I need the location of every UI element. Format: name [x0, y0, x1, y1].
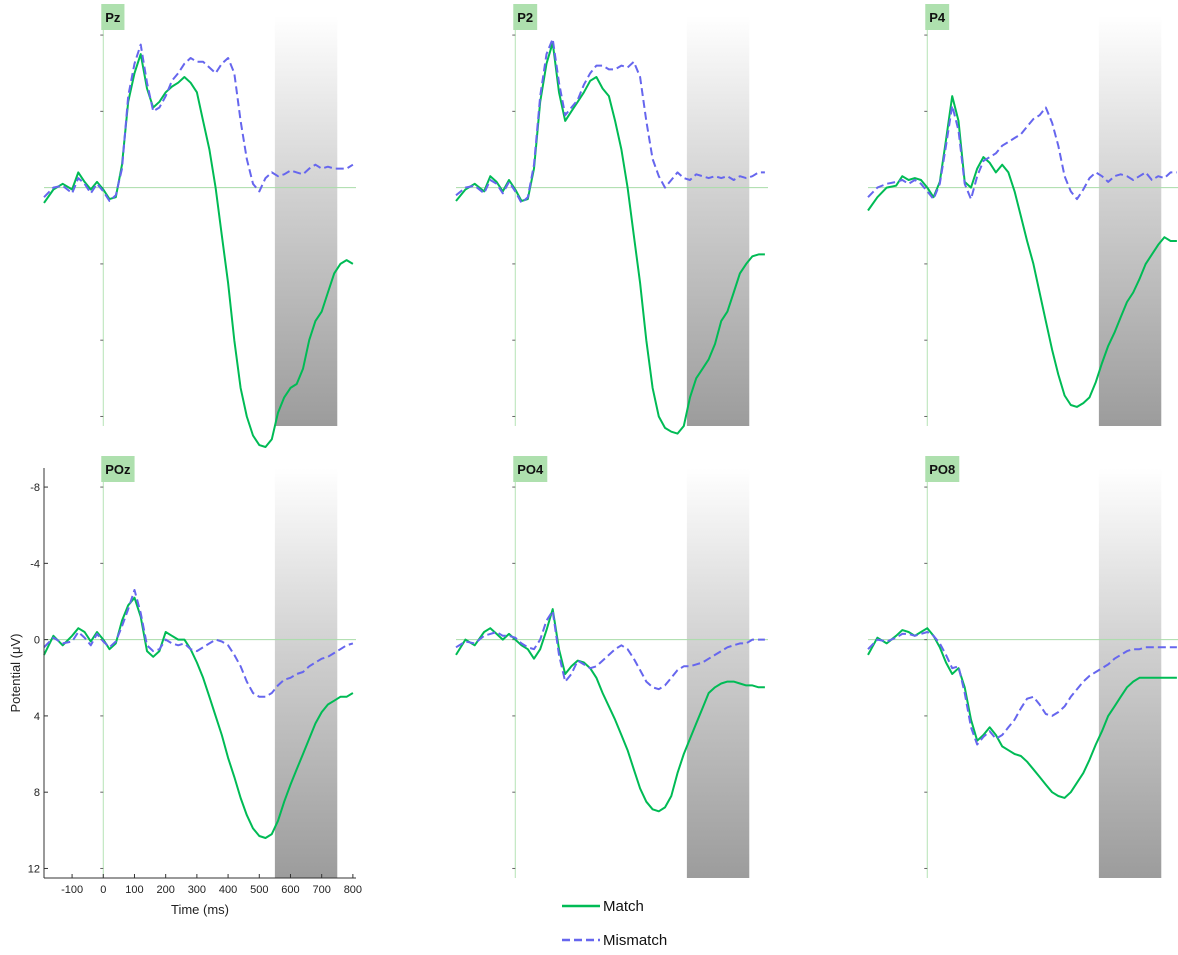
- y-tick-label: -4: [30, 558, 40, 570]
- panel-po4: PO4: [455, 456, 768, 878]
- channel-label: P4: [929, 10, 946, 25]
- channel-label-bg: [925, 4, 950, 30]
- analysis-window-shade: [686, 468, 750, 878]
- series-mismatch-line: [455, 610, 765, 691]
- analysis-window-shade: [274, 16, 338, 426]
- series-match-line: [43, 596, 354, 839]
- panel-po8: PO8: [867, 456, 1178, 878]
- channel-label: POz: [105, 462, 131, 477]
- y-axis-title: Potential (μV): [8, 633, 23, 712]
- x-tick-label: 400: [219, 884, 237, 896]
- analysis-window-shade: [686, 16, 750, 426]
- x-tick-label: 200: [157, 884, 175, 896]
- x-tick-label: 100: [125, 884, 143, 896]
- y-tick-label: 12: [28, 863, 40, 875]
- panel-p4: P4: [867, 4, 1178, 426]
- analysis-window-shade: [1098, 468, 1162, 878]
- panel-poz: POz: [43, 456, 356, 878]
- x-axis-title: Time (ms): [171, 902, 229, 917]
- series-match-line: [867, 95, 1177, 408]
- channel-label-bg: [101, 4, 125, 30]
- channel-label-bg: [101, 456, 135, 482]
- series-mismatch-line: [43, 589, 354, 698]
- channel-label: PO8: [929, 462, 955, 477]
- analysis-window-shade: [1098, 16, 1162, 426]
- panel-p2: P2: [455, 4, 768, 435]
- panel-pz: Pz: [43, 4, 356, 448]
- legend: Match Mismatch: [562, 898, 667, 949]
- series-match-line: [455, 41, 765, 435]
- channel-label: P2: [517, 10, 533, 25]
- x-tick-label: 600: [281, 884, 299, 896]
- y-tick-label: 4: [34, 711, 40, 723]
- axes-layer: -8 -4 0 4 8 12 -100 0 100 200 300 400 500 600 700 800 Ti…: [8, 468, 362, 917]
- series-mismatch-line: [43, 43, 354, 202]
- series-match-line: [455, 608, 765, 813]
- analysis-window-shade: [274, 468, 338, 878]
- series-mismatch-line: [455, 37, 765, 204]
- x-tick-label: -100: [61, 884, 83, 896]
- x-tick-label: 0: [100, 884, 106, 896]
- channel-label: PO4: [517, 462, 544, 477]
- series-match-line: [867, 627, 1177, 799]
- y-tick-label: -8: [30, 482, 40, 494]
- y-tick-label: 8: [34, 787, 40, 799]
- channel-label: Pz: [105, 10, 121, 25]
- channel-label-bg: [513, 4, 538, 30]
- legend-label-match: Match: [603, 898, 644, 915]
- panels-layer: Pz P2 P4 POz PO4 PO8: [43, 4, 1178, 878]
- y-tick-label: 0: [34, 635, 40, 647]
- channel-label-bg: [513, 456, 548, 482]
- series-mismatch-line: [867, 631, 1177, 746]
- series-mismatch-line: [867, 104, 1177, 201]
- series-match-line: [43, 53, 354, 448]
- legend-label-mismatch: Mismatch: [603, 932, 667, 949]
- x-tick-label: 300: [188, 884, 206, 896]
- x-tick-label: 700: [313, 884, 331, 896]
- x-tick-label: 800: [344, 884, 362, 896]
- x-tick-label: 500: [250, 884, 268, 896]
- channel-label-bg: [925, 456, 960, 482]
